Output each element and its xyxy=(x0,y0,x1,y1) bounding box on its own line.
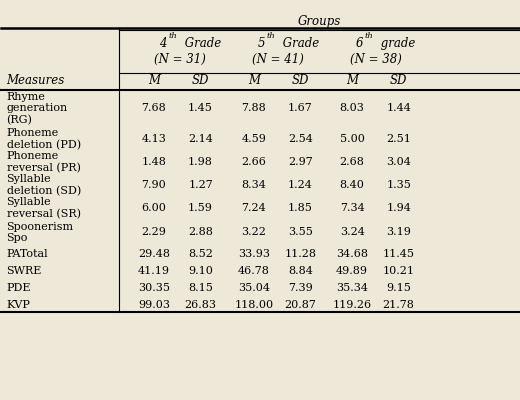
Text: th: th xyxy=(168,32,177,40)
Text: (N = 31): (N = 31) xyxy=(154,52,206,66)
Text: 1.44: 1.44 xyxy=(386,104,411,114)
Text: 35.34: 35.34 xyxy=(336,283,368,293)
Text: 1.35: 1.35 xyxy=(386,180,411,190)
Text: 1.98: 1.98 xyxy=(188,157,213,167)
Text: SD: SD xyxy=(390,74,407,87)
Text: 6: 6 xyxy=(356,36,363,50)
Text: 33.93: 33.93 xyxy=(238,249,270,259)
Text: grade: grade xyxy=(378,36,416,50)
Text: 11.28: 11.28 xyxy=(284,249,316,259)
Text: 46.78: 46.78 xyxy=(238,266,270,276)
Text: Phoneme
reversal (PR): Phoneme reversal (PR) xyxy=(7,151,81,173)
Text: 1.85: 1.85 xyxy=(288,203,313,213)
Text: Measures: Measures xyxy=(7,74,65,87)
Text: 9.10: 9.10 xyxy=(188,266,213,276)
Text: 29.48: 29.48 xyxy=(138,249,170,259)
Text: 10.21: 10.21 xyxy=(383,266,414,276)
Text: SWRE: SWRE xyxy=(7,266,42,276)
Text: M: M xyxy=(346,74,358,87)
Text: 99.03: 99.03 xyxy=(138,300,170,310)
Text: 3.22: 3.22 xyxy=(241,227,266,237)
Text: 8.03: 8.03 xyxy=(340,104,365,114)
Text: 2.54: 2.54 xyxy=(288,134,313,144)
Text: 26.83: 26.83 xyxy=(185,300,216,310)
Text: 7.39: 7.39 xyxy=(288,283,313,293)
Text: Syllable
deletion (SD): Syllable deletion (SD) xyxy=(7,174,81,196)
Text: 3.55: 3.55 xyxy=(288,227,313,237)
Text: 11.45: 11.45 xyxy=(383,249,414,259)
Text: 34.68: 34.68 xyxy=(336,249,368,259)
Text: 2.14: 2.14 xyxy=(188,134,213,144)
Text: Groups: Groups xyxy=(298,15,341,28)
Text: PATotal: PATotal xyxy=(7,249,48,259)
Text: 118.00: 118.00 xyxy=(234,300,274,310)
Text: 7.68: 7.68 xyxy=(141,104,166,114)
Text: Rhyme
generation
(RG): Rhyme generation (RG) xyxy=(7,92,68,125)
Text: 1.94: 1.94 xyxy=(386,203,411,213)
Text: 35.04: 35.04 xyxy=(238,283,270,293)
Text: 1.27: 1.27 xyxy=(188,180,213,190)
Text: 21.78: 21.78 xyxy=(383,300,414,310)
Text: 119.26: 119.26 xyxy=(332,300,372,310)
Text: 7.88: 7.88 xyxy=(241,104,266,114)
Text: 1.48: 1.48 xyxy=(141,157,166,167)
Text: SD: SD xyxy=(292,74,309,87)
Text: 49.89: 49.89 xyxy=(336,266,368,276)
Text: (N = 41): (N = 41) xyxy=(252,52,304,66)
Text: 2.29: 2.29 xyxy=(141,227,166,237)
Text: SD: SD xyxy=(192,74,209,87)
Text: 8.15: 8.15 xyxy=(188,283,213,293)
Text: 1.59: 1.59 xyxy=(188,203,213,213)
Text: 3.24: 3.24 xyxy=(340,227,365,237)
Text: 8.40: 8.40 xyxy=(340,180,365,190)
Text: 2.66: 2.66 xyxy=(241,157,266,167)
Text: KVP: KVP xyxy=(7,300,31,310)
Text: 8.84: 8.84 xyxy=(288,266,313,276)
Text: 2.68: 2.68 xyxy=(340,157,365,167)
Text: 30.35: 30.35 xyxy=(138,283,170,293)
Text: th: th xyxy=(365,32,374,40)
Text: Syllable
reversal (SR): Syllable reversal (SR) xyxy=(7,197,81,219)
Text: Grade: Grade xyxy=(279,36,319,50)
Text: 1.24: 1.24 xyxy=(288,180,313,190)
Text: 4.13: 4.13 xyxy=(141,134,166,144)
Text: 5: 5 xyxy=(257,36,265,50)
Text: 2.88: 2.88 xyxy=(188,227,213,237)
Text: 1.67: 1.67 xyxy=(288,104,313,114)
Text: 20.87: 20.87 xyxy=(284,300,316,310)
Text: (N = 38): (N = 38) xyxy=(350,52,402,66)
Text: M: M xyxy=(148,74,160,87)
Text: 41.19: 41.19 xyxy=(138,266,170,276)
Text: 8.52: 8.52 xyxy=(188,249,213,259)
Text: Spoonerism
Spo: Spoonerism Spo xyxy=(7,222,74,243)
Text: PDE: PDE xyxy=(7,283,31,293)
Text: 4.59: 4.59 xyxy=(241,134,266,144)
Text: 2.51: 2.51 xyxy=(386,134,411,144)
Text: 3.19: 3.19 xyxy=(386,227,411,237)
Text: 2.97: 2.97 xyxy=(288,157,313,167)
Text: 5.00: 5.00 xyxy=(340,134,365,144)
Text: Grade: Grade xyxy=(181,36,221,50)
Text: 7.34: 7.34 xyxy=(340,203,365,213)
Text: 7.90: 7.90 xyxy=(141,180,166,190)
Text: 9.15: 9.15 xyxy=(386,283,411,293)
Text: Phoneme
deletion (PD): Phoneme deletion (PD) xyxy=(7,128,81,150)
Text: 7.24: 7.24 xyxy=(241,203,266,213)
Text: 8.34: 8.34 xyxy=(241,180,266,190)
Text: 4: 4 xyxy=(159,36,166,50)
Text: M: M xyxy=(248,74,260,87)
Text: 6.00: 6.00 xyxy=(141,203,166,213)
Text: th: th xyxy=(267,32,276,40)
Text: 3.04: 3.04 xyxy=(386,157,411,167)
Text: 1.45: 1.45 xyxy=(188,104,213,114)
